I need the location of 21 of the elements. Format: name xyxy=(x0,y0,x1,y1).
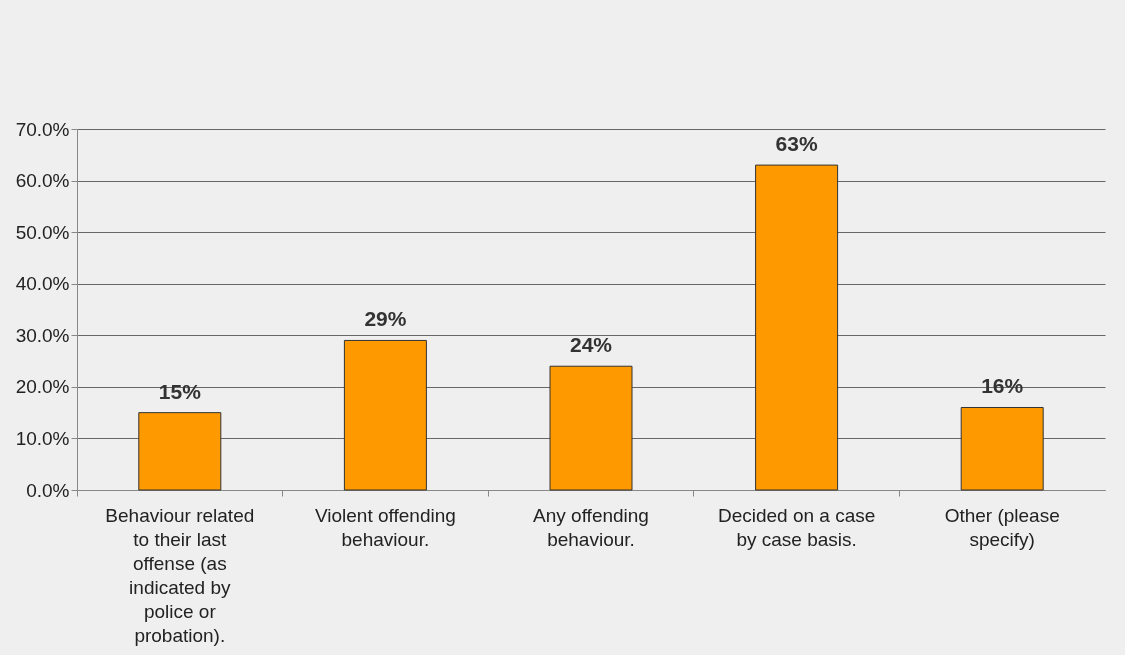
data-label: 24% xyxy=(569,333,613,357)
y-tick-label: 60.0% xyxy=(15,170,70,192)
bar xyxy=(343,339,427,491)
x-tick-label: Decided on a case by case basis. xyxy=(717,504,876,550)
y-tick-label: 0.0% xyxy=(26,479,70,501)
y-tick-label: 50.0% xyxy=(15,221,70,243)
x-tick-label: Any offending behaviour. xyxy=(533,504,649,550)
y-tick-label: 10.0% xyxy=(15,427,70,449)
bar xyxy=(138,412,222,491)
y-tick-label: 40.0% xyxy=(15,273,70,295)
bar xyxy=(549,365,633,491)
y-tick-label: 70.0% xyxy=(15,118,70,140)
x-tick-label: Other (please specify) xyxy=(944,504,1060,550)
data-label: 63% xyxy=(775,132,818,156)
data-label: 29% xyxy=(364,307,407,331)
y-tick-label: 20.0% xyxy=(15,376,70,398)
x-tick-label: Behaviour related to their last offense (as indicated by police or probation). xyxy=(105,504,255,646)
y-tick-label: 30.0% xyxy=(15,324,70,346)
bar xyxy=(960,406,1044,491)
bar xyxy=(755,164,839,491)
x-tick-label: Violent offending behaviour. xyxy=(314,504,456,550)
